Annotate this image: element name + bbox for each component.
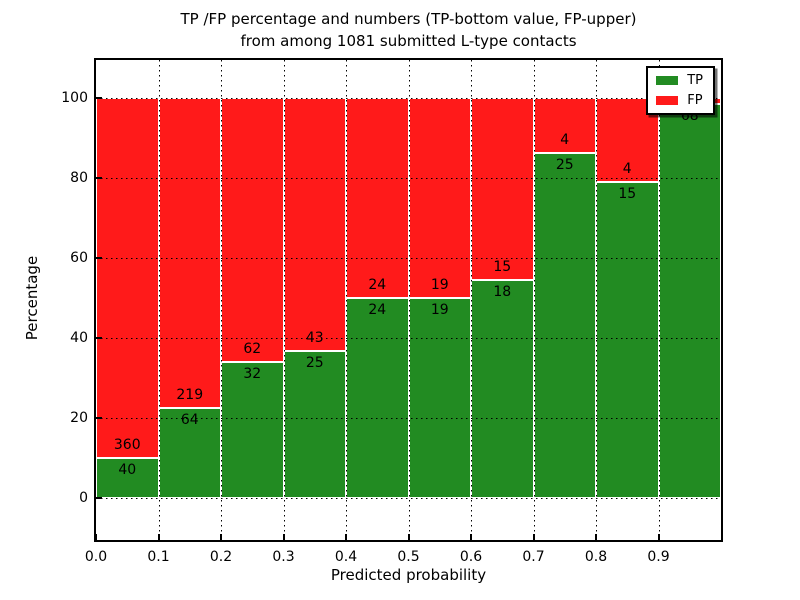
fp-count-label: 15	[493, 258, 512, 275]
bar-segment-fp	[96, 98, 159, 458]
x-tick-mark	[657, 534, 660, 540]
y-tick-label: 40	[70, 330, 88, 346]
x-tick-label: 0.4	[334, 549, 358, 565]
tp-count-label: 32	[243, 365, 262, 382]
y-tick-label: 80	[70, 170, 88, 186]
y-axis-label: Percentage	[23, 255, 41, 341]
bar-segment-tp	[658, 103, 721, 498]
gridline-vertical	[346, 60, 347, 540]
y-tick-label: 60	[70, 250, 88, 266]
gridline-vertical	[533, 60, 535, 540]
x-tick-label: 0.8	[584, 549, 608, 565]
fp-count-label: 24	[368, 277, 387, 293]
legend-label-fp: FP	[687, 93, 703, 108]
y-tick-label: 20	[70, 410, 88, 426]
plot-area: 360 40 219 64 62 32 43 25 24 24 19 19 15 18 4 25 4 15 68 T…	[94, 58, 723, 542]
chart-title: TP /FP percentage and numbers (TP-bottom…	[94, 8, 723, 52]
legend-swatch-tp-icon	[656, 76, 679, 85]
gridline-vertical	[158, 60, 160, 540]
x-tick-mark	[220, 534, 222, 540]
y-tick-mark	[96, 177, 102, 179]
x-tick-label: 0.9	[647, 549, 670, 565]
tp-count-label: 25	[305, 354, 324, 371]
fp-count-label: 62	[243, 340, 262, 357]
tp-count-label: 15	[618, 186, 637, 203]
y-tick-mark	[96, 257, 102, 259]
x-tick-label: 0.3	[272, 549, 295, 565]
legend-item-fp: FP	[656, 93, 703, 108]
bar-segment-tp	[283, 350, 346, 498]
tp-count-label: 18	[493, 283, 512, 300]
fp-count-label: 4	[622, 161, 632, 178]
fp-count-label: 360	[113, 437, 141, 453]
y-tick-mark	[96, 337, 102, 339]
gridline-vertical	[658, 60, 660, 540]
x-tick-mark	[470, 534, 472, 540]
gridline-vertical	[221, 60, 222, 540]
fp-count-label: 19	[430, 277, 449, 293]
fp-count-label: 4	[560, 132, 570, 149]
bar-segment-tp	[596, 182, 659, 498]
x-tick-mark	[95, 534, 97, 540]
bar-segment-tp	[533, 153, 596, 498]
y-tick-label: 100	[61, 90, 88, 106]
chart-title-line1: TP /FP percentage and numbers (TP-bottom…	[180, 10, 637, 28]
legend-swatch-fp-icon	[656, 96, 679, 105]
x-tick-mark	[595, 534, 597, 540]
bar-segment-tp	[221, 361, 284, 498]
legend-item-tp: TP	[656, 73, 703, 88]
chart-title-line2: from among 1081 submitted L-type contact…	[240, 32, 577, 50]
fp-count-label: 219	[176, 386, 204, 403]
bar-segment-tp	[471, 279, 534, 498]
x-tick-label: 0.2	[209, 549, 233, 565]
x-tick-mark	[407, 534, 410, 540]
gridline-vertical	[283, 60, 285, 540]
bar-segment-tp	[96, 458, 159, 498]
bar-segment-fp	[346, 98, 409, 298]
y-tick-mark	[96, 97, 102, 99]
bar-segment-fp	[158, 98, 221, 408]
x-tick-label: 0.5	[397, 549, 420, 565]
tp-count-label: 19	[430, 302, 449, 318]
x-axis-label: Predicted probability	[330, 566, 487, 584]
y-tick-mark	[96, 417, 102, 419]
x-tick-mark	[532, 534, 535, 540]
x-tick-mark	[157, 534, 160, 540]
x-tick-mark	[345, 534, 347, 540]
x-tick-label: 0.0	[84, 549, 108, 565]
bar-segment-fp	[471, 98, 534, 280]
tp-count-label: 24	[368, 302, 387, 318]
x-tick-label: 0.6	[459, 549, 483, 565]
bar-segment-fp	[283, 98, 346, 351]
y-tick-mark	[96, 497, 102, 499]
gridline-vertical	[596, 60, 597, 540]
fp-count-label: 43	[305, 329, 324, 346]
x-tick-mark	[282, 534, 285, 540]
bar-segment-fp	[221, 98, 284, 362]
bar-segment-fp	[408, 98, 471, 298]
bar-segment-tp	[408, 298, 471, 498]
tp-count-label: 25	[555, 157, 574, 174]
legend: TP FP	[646, 66, 715, 115]
y-tick-label: 0	[79, 490, 88, 506]
gridline-vertical	[408, 60, 410, 540]
tp-count-label: 64	[180, 411, 199, 428]
legend-label-tp: TP	[687, 73, 703, 88]
x-tick-label: 0.7	[522, 549, 545, 565]
tp-count-label: 40	[118, 462, 137, 478]
bar-segment-tp	[346, 298, 409, 498]
x-tick-label: 0.1	[147, 549, 170, 565]
gridline-vertical	[471, 60, 472, 540]
